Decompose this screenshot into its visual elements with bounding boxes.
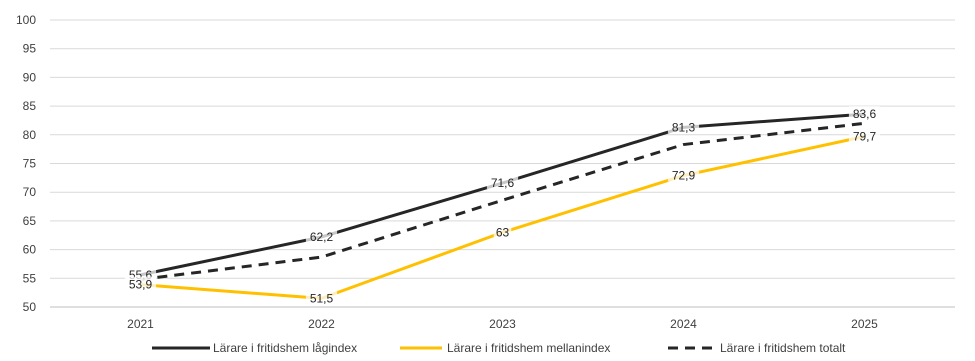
data-label: 72,9 (672, 169, 696, 183)
series-line (140, 121, 865, 281)
y-tick-label: 100 (16, 13, 36, 27)
data-label-bg (848, 128, 881, 143)
y-tick-label: 60 (23, 243, 37, 257)
series-line (140, 135, 865, 300)
y-tick-label: 95 (23, 42, 37, 56)
legend-label: Lärare i fritidshem totalt (720, 341, 846, 355)
data-label: 83,6 (853, 107, 877, 121)
series-line (140, 112, 865, 277)
y-tick-label: 85 (23, 99, 37, 113)
data-label-bg (667, 167, 700, 182)
x-axis-ticks: 2021 2022 2023 2024 2025 (127, 317, 878, 331)
data-label-bg (493, 224, 512, 239)
data-label: 71,6 (491, 176, 515, 190)
data-label-bg (124, 276, 157, 291)
y-axis-ticks: 50 55 60 65 70 75 80 85 90 95 100 (16, 13, 36, 314)
y-tick-label: 65 (23, 214, 37, 228)
x-tick-label: 2023 (489, 317, 516, 331)
data-label: 53,9 (129, 278, 153, 292)
x-tick-label: 2024 (670, 317, 697, 331)
y-tick-label: 75 (23, 157, 37, 171)
legend: Lärare i fritidshem lågindex Lärare i fri… (152, 341, 846, 355)
y-tick-label: 90 (23, 70, 37, 84)
gridlines (50, 19, 955, 308)
data-label: 62,2 (310, 230, 334, 244)
data-label-bg (848, 106, 881, 121)
data-label: 79,7 (853, 130, 877, 144)
x-tick-label: 2025 (851, 317, 878, 331)
y-tick-label: 70 (23, 185, 37, 199)
data-label-bg (305, 228, 338, 243)
data-label: 63 (496, 225, 510, 239)
legend-label: Lärare i fritidshem mellanindex (447, 341, 610, 355)
y-tick-label: 80 (23, 128, 37, 142)
data-label-bg (486, 175, 519, 190)
x-tick-label: 2022 (308, 317, 335, 331)
series-lines (140, 112, 865, 300)
data-label: 51,5 (310, 291, 334, 305)
data-label-bg (305, 290, 338, 305)
data-label: 81,3 (672, 120, 696, 134)
data-label-bg (667, 119, 700, 134)
y-tick-label: 55 (23, 271, 37, 285)
y-tick-label: 50 (23, 300, 37, 314)
x-tick-label: 2021 (127, 317, 154, 331)
legend-label: Lärare i fritidshem lågindex (213, 341, 357, 355)
